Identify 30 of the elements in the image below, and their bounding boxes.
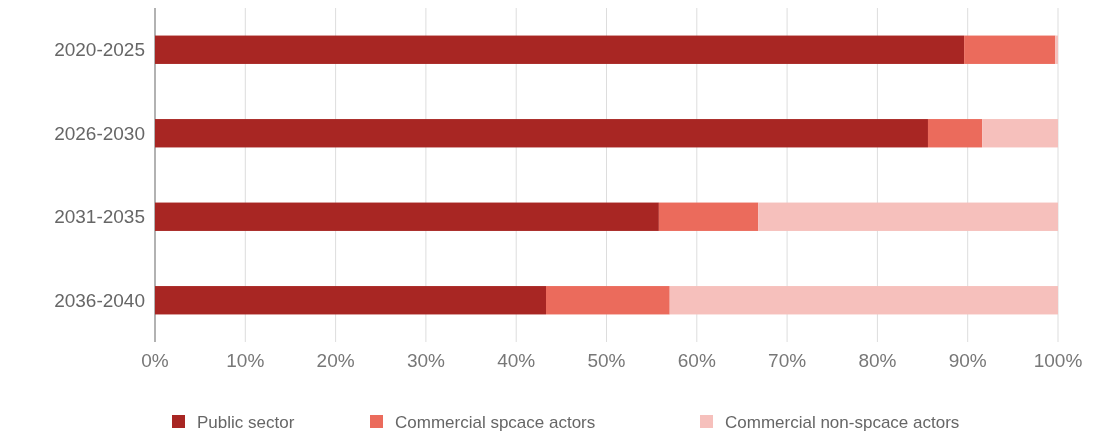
- y-tick-label: 2026-2030: [54, 122, 145, 144]
- x-tick-label: 50%: [587, 350, 626, 371]
- x-tick-label: 90%: [948, 350, 987, 371]
- legend-label: Public sector: [197, 412, 295, 432]
- x-tick-label: 70%: [768, 350, 807, 371]
- x-tick-label: 10%: [226, 350, 265, 371]
- legend-label: Commercial spcace actors: [395, 412, 596, 432]
- bar: [758, 202, 1058, 231]
- bar: [155, 35, 965, 64]
- x-tick-label: 40%: [497, 350, 536, 371]
- bar: [155, 202, 659, 231]
- x-tick-label: 100%: [1033, 350, 1083, 371]
- x-tick-label: 60%: [677, 350, 716, 371]
- bar: [155, 119, 928, 148]
- x-tick-label: 30%: [406, 350, 446, 371]
- bar: [982, 119, 1058, 148]
- bar: [1055, 35, 1058, 64]
- x-tick-label: 0%: [141, 350, 169, 371]
- y-tick-label: 2020-2025: [54, 39, 145, 61]
- bar: [546, 286, 670, 315]
- y-tick-label: 2036-2040: [54, 289, 145, 311]
- bar: [658, 202, 759, 231]
- y-tick-label: 2031-2035: [54, 206, 145, 228]
- bar: [669, 286, 1058, 315]
- x-tick-label: 80%: [858, 350, 897, 371]
- bar: [155, 286, 546, 315]
- x-tick-label: 20%: [316, 350, 355, 371]
- bar: [927, 119, 983, 148]
- bar: [964, 35, 1056, 64]
- legend-label: Commercial non-spcace actors: [725, 412, 960, 432]
